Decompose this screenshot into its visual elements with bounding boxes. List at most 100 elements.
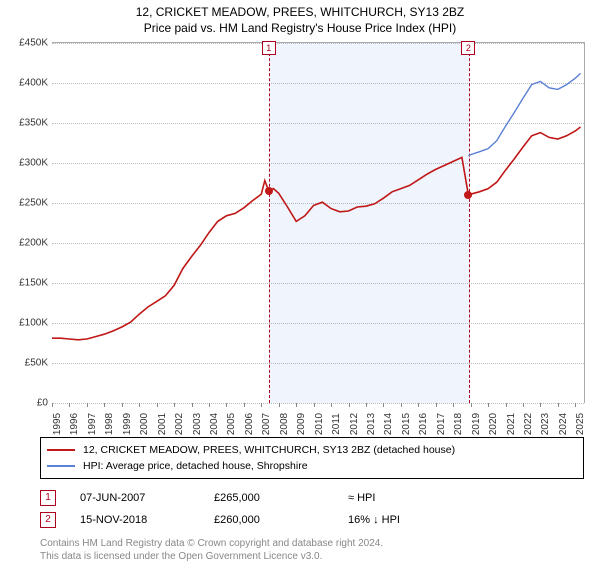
x-tick <box>226 403 227 407</box>
x-tick <box>261 403 262 407</box>
y-axis-label: £350K <box>0 118 48 129</box>
y-axis-label: £50K <box>0 358 48 369</box>
x-axis-label: 2006 <box>244 413 255 435</box>
x-axis-label: 2003 <box>192 413 203 435</box>
title-subtitle: Price paid vs. HM Land Registry's House … <box>0 20 600 36</box>
x-tick <box>383 403 384 407</box>
sale-row: 1 07-JUN-2007 £265,000 ≈ HPI <box>40 487 584 509</box>
legend-item-property: 12, CRICKET MEADOW, PREES, WHITCHURCH, S… <box>47 442 577 458</box>
x-tick <box>575 403 576 407</box>
x-tick <box>314 403 315 407</box>
x-axis-label: 2005 <box>226 413 237 435</box>
sale-dot <box>464 191 472 199</box>
attribution: Contains HM Land Registry data © Crown c… <box>40 537 584 563</box>
legend-swatch <box>47 465 75 467</box>
x-tick <box>471 403 472 407</box>
x-tick <box>157 403 158 407</box>
sale-vs-hpi: ≈ HPI <box>348 492 458 504</box>
x-axis-label: 2001 <box>157 413 168 435</box>
x-axis-label: 2000 <box>139 413 150 435</box>
attribution-line: This data is licensed under the Open Gov… <box>40 550 584 563</box>
x-tick <box>104 403 105 407</box>
x-tick <box>523 403 524 407</box>
series-line <box>468 73 580 155</box>
legend-label: 12, CRICKET MEADOW, PREES, WHITCHURCH, S… <box>83 444 455 456</box>
y-axis-label: £450K <box>0 38 48 49</box>
y-axis-label: £150K <box>0 278 48 289</box>
x-axis-label: 2004 <box>209 413 220 435</box>
x-tick <box>366 403 367 407</box>
legend: 12, CRICKET MEADOW, PREES, WHITCHURCH, S… <box>40 437 584 479</box>
x-tick <box>139 403 140 407</box>
y-axis-label: £0 <box>0 398 48 409</box>
series-line <box>52 127 581 340</box>
x-tick <box>540 403 541 407</box>
x-axis-label: 2009 <box>296 413 307 435</box>
x-axis-label: 1995 <box>52 413 63 435</box>
sales-table: 1 07-JUN-2007 £265,000 ≈ HPI 2 15-NOV-20… <box>40 487 584 531</box>
x-tick <box>506 403 507 407</box>
x-axis-label: 2021 <box>506 413 517 435</box>
title-address: 12, CRICKET MEADOW, PREES, WHITCHURCH, S… <box>0 4 600 20</box>
sale-price: £260,000 <box>214 514 324 526</box>
x-axis-label: 2010 <box>314 413 325 435</box>
x-tick <box>296 403 297 407</box>
x-axis-label: 2019 <box>471 413 482 435</box>
x-tick <box>331 403 332 407</box>
sale-date: 15-NOV-2018 <box>80 514 190 526</box>
x-axis-label: 2002 <box>174 413 185 435</box>
legend-label: HPI: Average price, detached house, Shro… <box>83 460 308 472</box>
x-tick <box>558 403 559 407</box>
legend-item-hpi: HPI: Average price, detached house, Shro… <box>47 458 577 474</box>
x-axis-label: 2008 <box>279 413 290 435</box>
sale-marker-box: 2 <box>461 41 475 55</box>
x-axis-label: 2023 <box>540 413 551 435</box>
sale-dot <box>265 187 273 195</box>
x-axis-label: 2020 <box>488 413 499 435</box>
x-axis-label: 1997 <box>87 413 98 435</box>
sale-price: £265,000 <box>214 492 324 504</box>
x-tick <box>87 403 88 407</box>
x-tick <box>209 403 210 407</box>
x-axis-label: 2007 <box>261 413 272 435</box>
x-tick <box>349 403 350 407</box>
x-axis-label: 2013 <box>366 413 377 435</box>
x-tick <box>401 403 402 407</box>
y-axis-label: £400K <box>0 78 48 89</box>
price-chart: £0£50K£100K£150K£200K£250K£300K£350K£400… <box>52 42 585 403</box>
x-tick <box>244 403 245 407</box>
sale-marker-box: 1 <box>262 41 276 55</box>
x-axis-label: 2012 <box>349 413 360 435</box>
y-axis-label: £300K <box>0 158 48 169</box>
sale-row: 2 15-NOV-2018 £260,000 16% ↓ HPI <box>40 509 584 531</box>
x-tick <box>453 403 454 407</box>
x-axis-label: 2014 <box>383 413 394 435</box>
x-axis-label: 2018 <box>453 413 464 435</box>
legend-swatch <box>47 449 75 451</box>
x-tick <box>418 403 419 407</box>
y-axis-label: £200K <box>0 238 48 249</box>
x-axis-label: 1999 <box>122 413 133 435</box>
sale-marker-badge: 2 <box>40 512 56 528</box>
x-axis-label: 2016 <box>418 413 429 435</box>
gridline-h <box>52 403 584 404</box>
y-axis-label: £250K <box>0 198 48 209</box>
x-tick <box>122 403 123 407</box>
sale-vs-hpi: 16% ↓ HPI <box>348 514 458 526</box>
chart-titles: 12, CRICKET MEADOW, PREES, WHITCHURCH, S… <box>0 0 600 36</box>
x-axis-label: 2025 <box>575 413 586 435</box>
x-axis-label: 2011 <box>331 413 342 435</box>
x-tick <box>436 403 437 407</box>
attribution-line: Contains HM Land Registry data © Crown c… <box>40 537 584 550</box>
x-axis-label: 2015 <box>401 413 412 435</box>
sale-marker-badge: 1 <box>40 490 56 506</box>
sale-date: 07-JUN-2007 <box>80 492 190 504</box>
x-tick <box>69 403 70 407</box>
x-axis-label: 2017 <box>436 413 447 435</box>
x-tick <box>488 403 489 407</box>
x-axis-label: 1996 <box>69 413 80 435</box>
x-tick <box>52 403 53 407</box>
x-tick <box>174 403 175 407</box>
x-tick <box>192 403 193 407</box>
x-axis-label: 2024 <box>558 413 569 435</box>
